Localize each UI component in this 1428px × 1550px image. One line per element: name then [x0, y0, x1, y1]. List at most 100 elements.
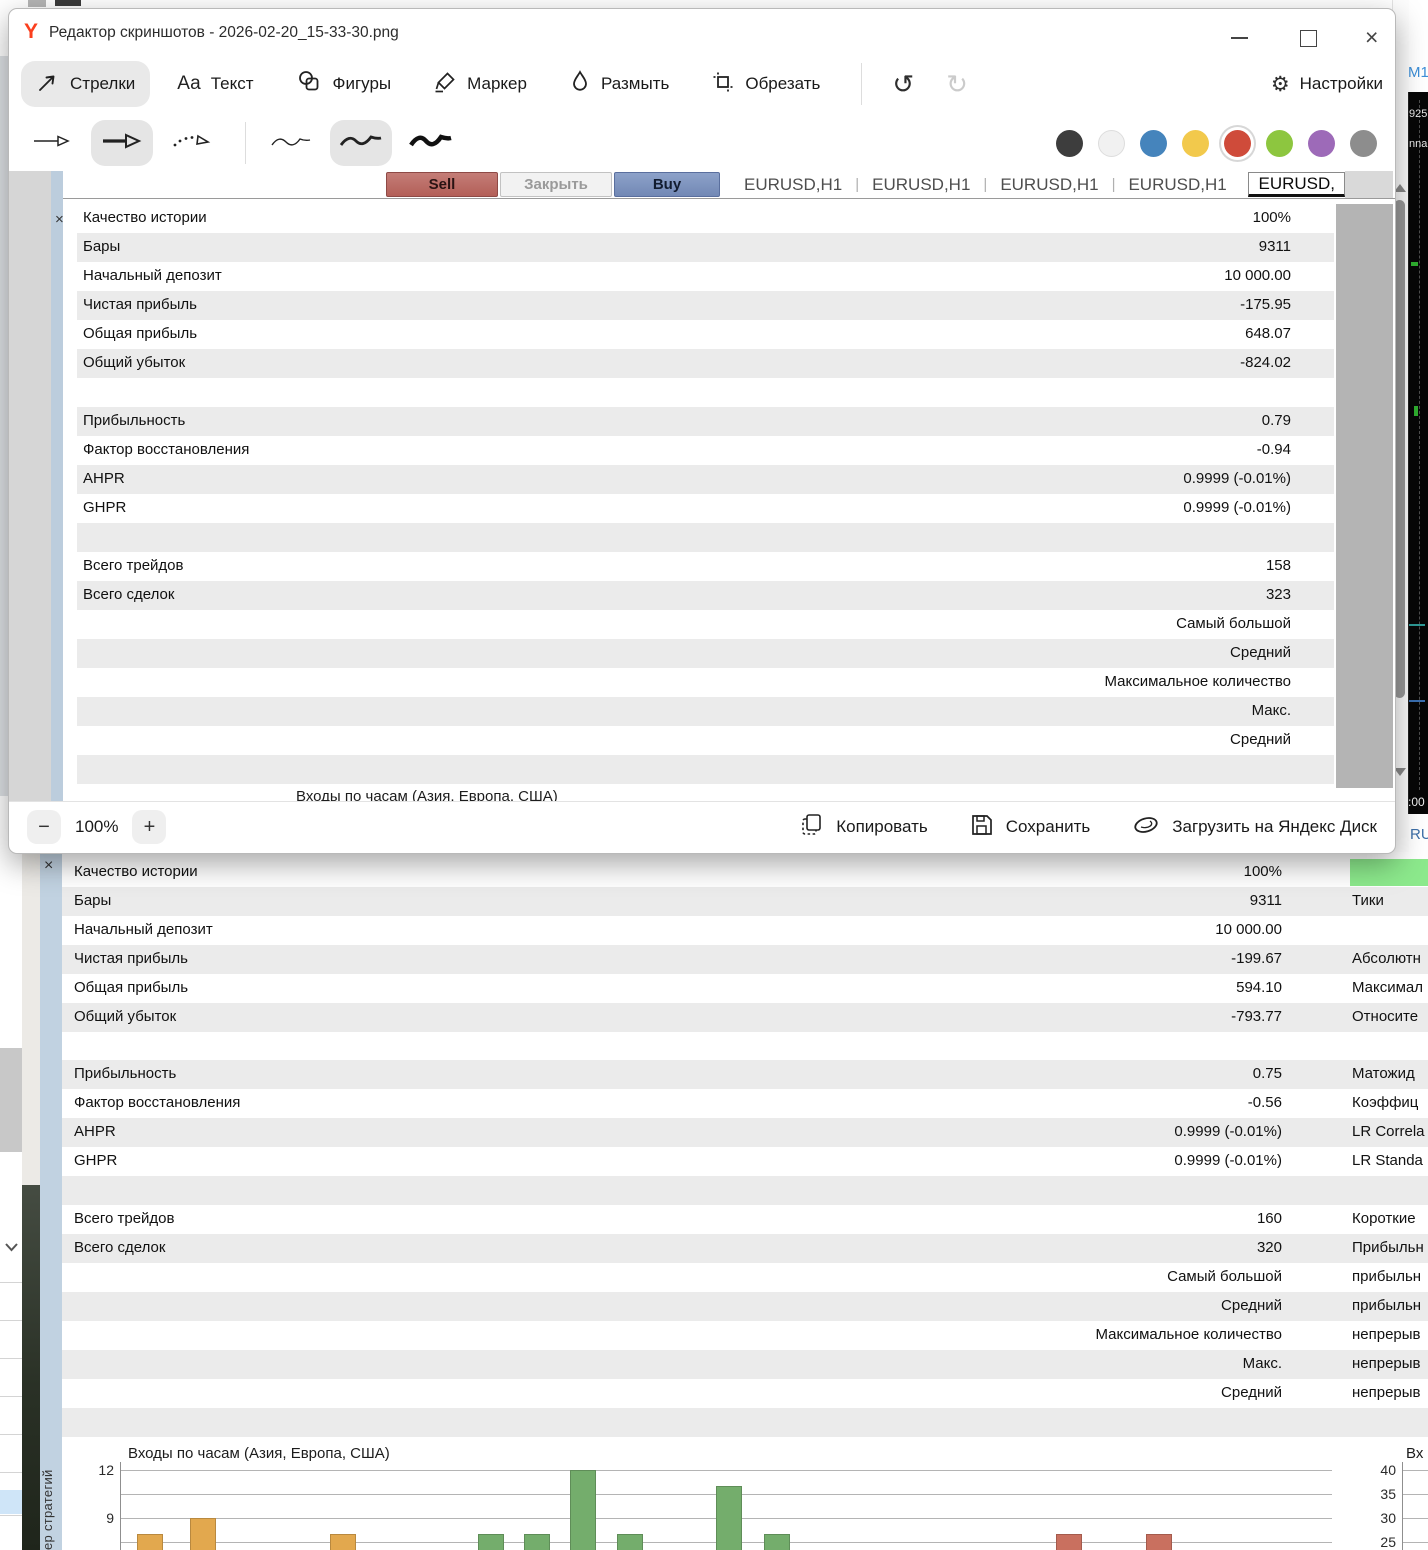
scroll-down-icon[interactable]: [1394, 768, 1406, 776]
screenshot-buy-button: Buy: [614, 172, 720, 197]
stroke-medium-icon: [337, 131, 385, 156]
stroke-bold-button[interactable]: [400, 120, 462, 166]
row-value: 158: [1265, 557, 1291, 574]
left-panel-divider: [0, 1320, 22, 1321]
table-row: GHPR 0.9999 (-0.01%) LR Standa: [62, 1147, 1428, 1176]
row-label: Всего сделок: [83, 586, 175, 603]
stroke-medium-button[interactable]: [330, 120, 392, 166]
table-spacer-row: [62, 1032, 1428, 1060]
chart-bar-Европа: [570, 1470, 596, 1550]
arrow-dotted-icon: [170, 131, 214, 156]
row-extra: Тики: [1352, 892, 1384, 909]
row-value: -0.56: [1247, 1094, 1282, 1111]
save-button[interactable]: Сохранить: [970, 813, 1090, 842]
history-quality-cell: [1350, 859, 1428, 886]
row-value: -199.67: [1231, 950, 1282, 967]
table-row: Общая прибыль 648.07: [77, 320, 1334, 349]
row-label: Общая прибыль: [74, 979, 189, 996]
blur-tool-icon: [569, 69, 591, 99]
copy-button[interactable]: Копировать: [800, 812, 928, 843]
time-fragment: :00: [1408, 795, 1425, 809]
close-report-icon[interactable]: ×: [44, 857, 54, 874]
row-value: 9311: [1249, 892, 1282, 909]
palette-color-6[interactable]: [1308, 129, 1335, 157]
palette-color-2[interactable]: [1140, 129, 1167, 157]
table-row: GHPR 0.9999 (-0.01%): [77, 494, 1334, 523]
palette-color-4[interactable]: [1224, 129, 1251, 157]
y-tick-label: 40: [1380, 1462, 1396, 1478]
row-value: 10 000.00: [1215, 921, 1282, 938]
table-row: Фактор восстановления -0.56 Коэффиц: [62, 1089, 1428, 1118]
chart-tab: EURUSD,: [1248, 172, 1345, 197]
price-fragment: 925: [1409, 108, 1428, 120]
tool-crop-button[interactable]: Обрезать: [696, 61, 835, 107]
yandex-disk-icon: [1132, 814, 1160, 841]
row-label: Всего трейдов: [83, 557, 184, 574]
row-value: Средний: [1221, 1384, 1282, 1401]
redo-icon[interactable]: ↻: [946, 69, 968, 99]
tool-shapes-button[interactable]: Фигуры: [281, 61, 407, 107]
left-panel-selected-item[interactable]: [0, 1490, 22, 1514]
stylebar-separator: [245, 122, 246, 164]
desktop-sliver: [22, 1185, 40, 1550]
row-value: -0.94: [1256, 441, 1291, 458]
row-extra: непрерыв: [1352, 1355, 1421, 1372]
table-row: Всего трейдов 160 Короткие: [62, 1205, 1428, 1234]
row-extra: Относите: [1352, 1008, 1419, 1025]
table-row: Средний прибыльн: [62, 1292, 1428, 1321]
row-value: 100%: [1243, 863, 1282, 880]
tool-marker-button[interactable]: Маркер: [418, 61, 542, 107]
row-label: Бары: [83, 238, 121, 255]
maximize-icon[interactable]: [1300, 30, 1317, 47]
screenshot-editor-window: Y Редактор скриншотов - 2026-02-20_15-33…: [8, 8, 1396, 854]
row-extra: прибыльн: [1352, 1297, 1422, 1314]
row-label: Фактор восстановления: [74, 1094, 241, 1111]
screenshot-sell-button: Sell: [386, 172, 498, 197]
palette-color-1[interactable]: [1098, 129, 1125, 157]
table-row: Самый большой прибыльн: [62, 1263, 1428, 1292]
palette-color-7[interactable]: [1350, 129, 1377, 157]
table-spacer-row: [77, 755, 1334, 784]
scrollbar-thumb[interactable]: [1394, 200, 1405, 698]
tabs-filler: [1345, 171, 1393, 198]
palette-color-3[interactable]: [1182, 129, 1209, 157]
y-tick-label: 35: [1380, 1486, 1396, 1502]
row-value: -793.77: [1231, 1008, 1282, 1025]
table-row: Самый большой: [77, 610, 1334, 639]
chart-sliver: [1408, 92, 1428, 814]
chart-bar-США: [1056, 1534, 1082, 1550]
stroke-thin-button[interactable]: [260, 120, 322, 166]
row-value: Максимальное количество: [1095, 1326, 1282, 1343]
chart-bar-Европа: [524, 1534, 550, 1550]
row-label: Всего трейдов: [74, 1210, 175, 1227]
tool-blur-button[interactable]: Размыть: [554, 61, 684, 107]
zoom-in-button[interactable]: +: [132, 810, 167, 844]
row-value: 10 000.00: [1224, 267, 1291, 284]
tool-text-button[interactable]: Аа Текст: [162, 61, 268, 107]
indicator-line: [1409, 624, 1425, 626]
row-value: 323: [1265, 586, 1291, 603]
minimize-icon[interactable]: [1231, 37, 1248, 39]
footer-actions: Копировать Сохранить Загрузить на Яндекс…: [800, 812, 1377, 843]
arrow-thin-button[interactable]: [21, 120, 83, 166]
arrow-bold-button[interactable]: [91, 120, 153, 166]
screenshot-panel-edge: [51, 171, 63, 801]
tool-arrows-button[interactable]: Стрелки: [21, 61, 151, 107]
upload-yandex-disk-button[interactable]: Загрузить на Яндекс Диск: [1132, 814, 1377, 841]
palette-color-0[interactable]: [1056, 129, 1083, 157]
save-label: Сохранить: [1005, 817, 1091, 836]
undo-icon[interactable]: ↺: [892, 69, 915, 99]
text-tool-icon: Аа: [177, 73, 201, 94]
background-fragment: [55, 0, 81, 6]
palette-color-5[interactable]: [1266, 129, 1293, 157]
zoom-out-button[interactable]: −: [27, 810, 61, 844]
settings-button[interactable]: ⚙ Настройки: [1271, 72, 1383, 97]
chart-gridline: [1402, 1470, 1428, 1471]
indicator-line: [1409, 700, 1425, 702]
close-icon[interactable]: ×: [1365, 24, 1379, 50]
arrow-dotted-button[interactable]: [161, 120, 223, 166]
table-spacer-row: [62, 1408, 1428, 1437]
row-label: Начальный депозит: [74, 921, 213, 938]
chevron-down-icon[interactable]: [4, 1242, 19, 1253]
scroll-up-icon[interactable]: [1394, 184, 1406, 192]
